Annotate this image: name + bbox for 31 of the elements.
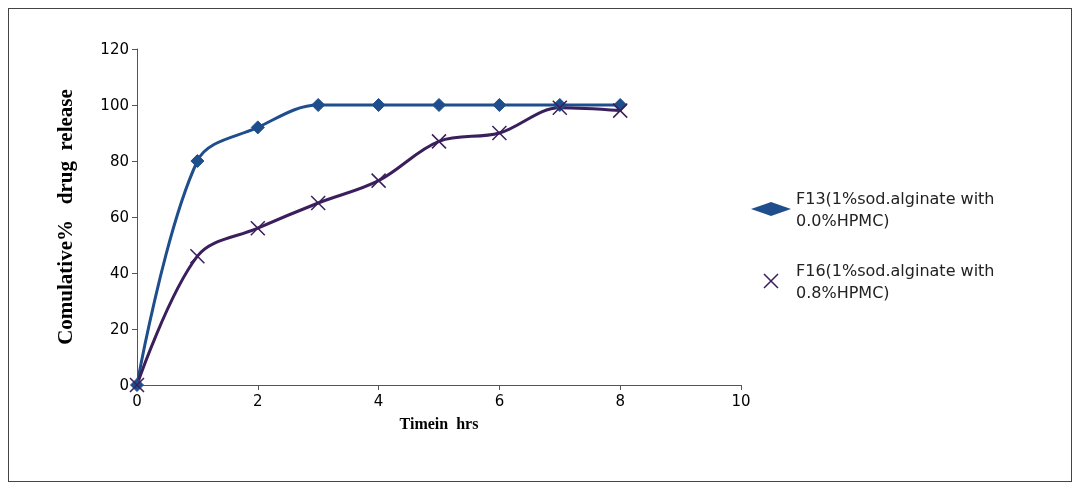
- point: [189, 248, 206, 264]
- x-tick-label: 6: [494, 391, 505, 410]
- point: [612, 102, 628, 119]
- y-tick-label: 100: [100, 96, 129, 114]
- point: [371, 98, 386, 112]
- y-tick-label: 120: [100, 40, 129, 58]
- y-tick-label: 20: [109, 320, 129, 338]
- legend-label: F13(1%sod.alginate with 0.0%HPMC): [796, 188, 1000, 230]
- point: [190, 154, 205, 168]
- y-tick-label: 0: [119, 376, 129, 394]
- x-tick-label: 2: [253, 391, 263, 410]
- x-tick-label: 4: [373, 391, 384, 410]
- x-tick-label: 10: [731, 391, 751, 410]
- y-tick-label: 80: [109, 152, 129, 170]
- point: [552, 100, 568, 116]
- point: [492, 98, 507, 112]
- point: [250, 120, 265, 135]
- point: [432, 98, 446, 112]
- legend-label: F16(1%sod.alginate with 0.8%HPMC): [796, 260, 1000, 302]
- y-tick-label: 60: [109, 208, 129, 226]
- point: [250, 220, 266, 236]
- point: [310, 195, 326, 211]
- x-tick-label: 8: [615, 391, 625, 410]
- x-tick-label: 0: [132, 391, 142, 410]
- point: [311, 98, 326, 112]
- y-tick-label: 40: [109, 264, 129, 282]
- point: [491, 125, 508, 141]
- y-axis-title: Comulative% drug release: [52, 89, 77, 345]
- point: [431, 133, 447, 150]
- point: [370, 172, 387, 189]
- x-axis-title: Timein hrs: [399, 414, 479, 432]
